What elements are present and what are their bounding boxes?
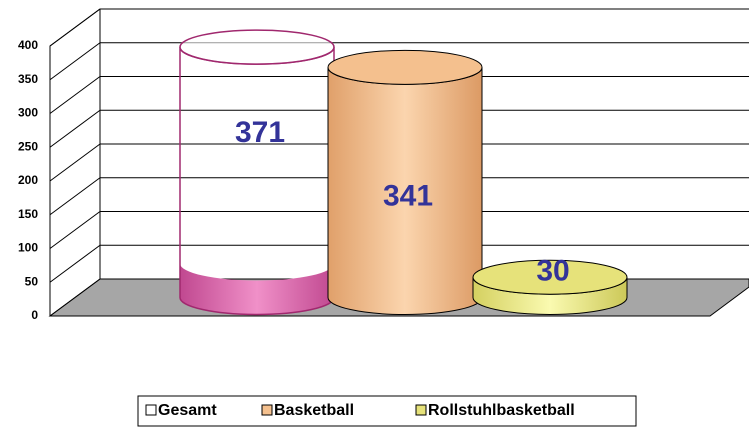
grid-line	[49, 278, 101, 317]
grid-line	[49, 109, 101, 148]
legend-swatch	[261, 404, 273, 416]
y-tick-label: 400	[18, 38, 38, 52]
legend-swatch	[415, 404, 427, 416]
cylinder-base	[180, 263, 334, 315]
y-tick-label: 150	[18, 207, 38, 221]
y-tick-label: 200	[18, 173, 38, 187]
grid-line	[49, 8, 101, 47]
grid-line	[49, 143, 101, 182]
data-label: 341	[383, 179, 433, 212]
grid-line	[49, 76, 101, 114]
grid-line	[49, 177, 101, 216]
y-tick-label: 300	[18, 106, 38, 120]
y-tick-label: 350	[18, 72, 38, 86]
grid-line	[49, 244, 101, 283]
legend-swatch	[145, 404, 157, 416]
grid-line	[49, 211, 101, 249]
data-label: 371	[235, 116, 285, 149]
grid-line	[49, 42, 101, 81]
y-tick-label: 250	[18, 139, 38, 153]
cylinder-top	[472, 259, 628, 295]
y-tick-label: 0	[31, 308, 38, 322]
cylinder-body	[179, 46, 335, 316]
y-tick-label: 100	[18, 241, 38, 255]
y-tick-label: 50	[25, 274, 39, 288]
cylinder-top	[179, 29, 335, 65]
legend-label: Rollstuhlbasketball	[428, 402, 575, 419]
legend-label: Basketball	[274, 402, 354, 419]
cylinder-top	[327, 49, 483, 85]
data-label: 30	[536, 254, 569, 287]
legend-label: Gesamt	[158, 402, 217, 419]
legend	[137, 395, 637, 427]
